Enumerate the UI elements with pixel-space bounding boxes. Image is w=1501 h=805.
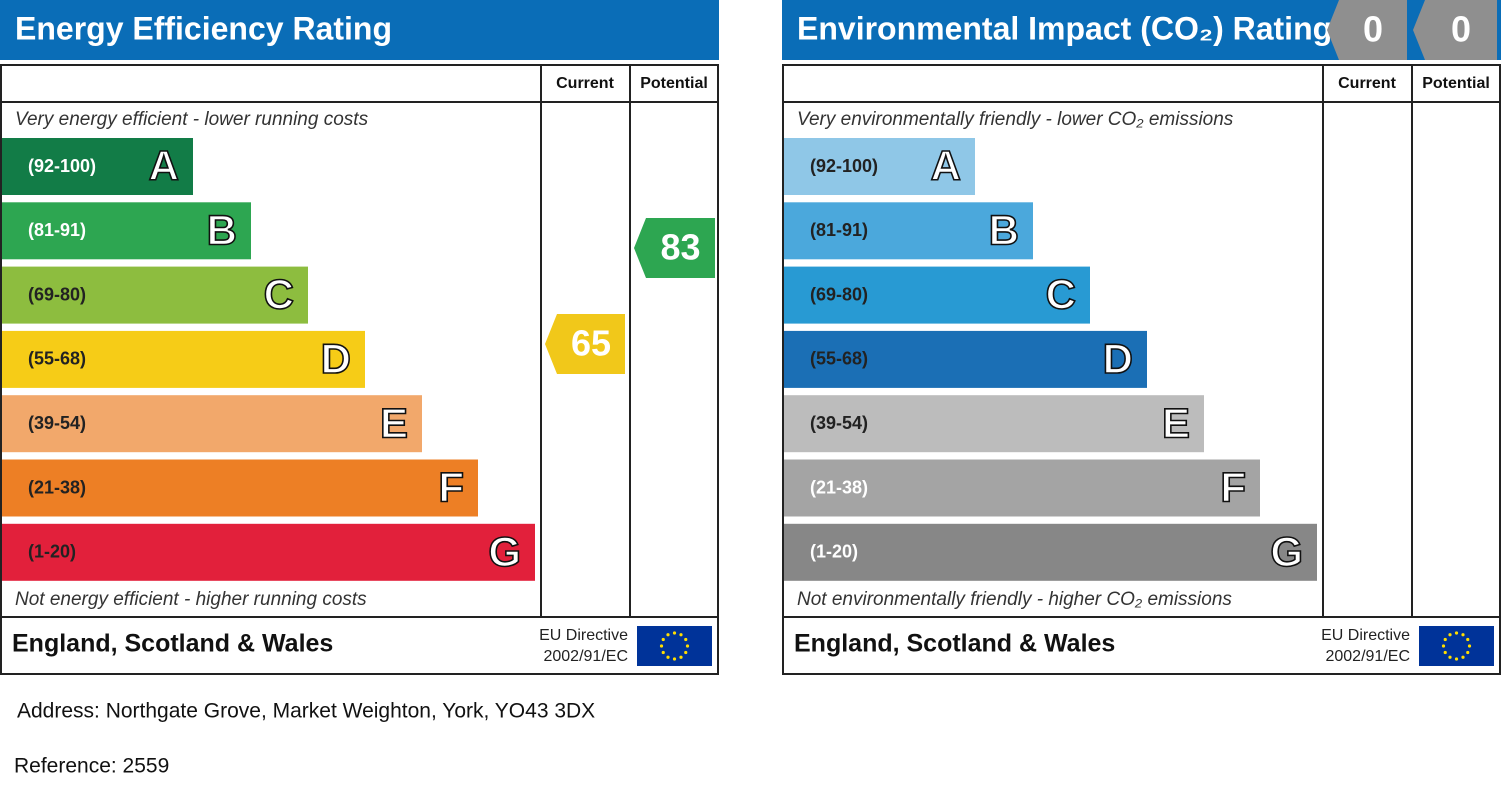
band-bar [2,459,478,517]
band-letter: B [207,206,237,253]
band-bar [2,330,365,388]
rating-arrow [634,218,715,279]
eu-star [1466,650,1470,655]
band-bar [2,138,193,195]
band-letter: D [1103,335,1133,382]
rating-value: 83 [660,227,700,268]
column-header: Current [1338,75,1396,92]
band-letter: C [264,271,294,318]
band-range: (39-54) [28,413,86,433]
reference: Reference: 2559 [14,755,169,778]
directive: EU Directive [1321,627,1410,644]
eu-star [672,657,677,661]
rating-arrow [545,314,625,374]
band-letter: C [1046,271,1076,318]
rating-value: 65 [571,323,611,364]
band-range: (39-54) [810,413,868,433]
eu-star [1454,631,1459,635]
band-letter: D [321,335,351,382]
region: England, Scotland & Wales [12,630,333,658]
top-note: Very energy efficient - lower running co… [15,109,369,130]
band-bar [784,138,975,195]
eu-star [666,655,670,659]
eu-star [1461,633,1465,637]
eu-star [685,644,690,648]
band-bar [784,202,1033,260]
band-bar [2,202,251,260]
eu-star [679,633,683,637]
band-range: (55-68) [810,349,868,369]
eu-star [1448,633,1452,637]
band-bar [784,459,1260,517]
band-range: (69-80) [28,284,86,304]
band-range: (81-91) [28,220,86,240]
eu-star [659,644,664,648]
column-header: Potential [1422,75,1490,92]
band-range: (55-68) [28,349,86,369]
panel-title: Energy Efficiency Rating [15,10,392,46]
band-bar [784,330,1147,388]
eu-star [1461,655,1465,659]
region: England, Scotland & Wales [794,630,1115,658]
rating-value: 0 [1451,9,1471,50]
band-letter: G [1270,528,1303,575]
band-letter: F [1220,464,1246,511]
rating-arrow [1413,0,1497,60]
directive: EU Directive [539,627,628,644]
eu-star [679,655,683,659]
band-range: (69-80) [810,284,868,304]
band-bar [784,523,1317,581]
address: Address: Northgate Grove, Market Weighto… [17,700,595,723]
eu-star [1466,637,1470,642]
rating-value: 0 [1363,9,1383,50]
band-letter: B [989,206,1019,253]
eu-star [1443,650,1447,655]
band-range: (1-20) [28,542,76,562]
bottom-note: Not environmentally friendly - higher CO… [797,589,1232,610]
panel-title: Environmental Impact (CO₂) Rating [797,10,1332,46]
eu-star [661,650,665,655]
eu-star [661,637,665,642]
band-bar [784,395,1204,453]
eu-star [1448,655,1452,659]
band-range: (92-100) [810,156,878,176]
directive: 2002/91/EC [1325,648,1410,665]
eu-star [1441,644,1446,648]
eu-star [1467,644,1472,648]
band-letter: E [1162,399,1190,446]
band-letter: G [488,528,521,575]
eu-star [1443,637,1447,642]
directive: 2002/91/EC [543,648,628,665]
band-letter: F [438,464,464,511]
eu-star [684,650,688,655]
title-bar [0,0,719,60]
band-letter: A [149,142,179,189]
column-header: Current [556,75,614,92]
band-letter: E [380,399,408,446]
band-bar [2,395,422,453]
band-range: (92-100) [28,156,96,176]
band-range: (21-38) [28,477,86,497]
top-note: Very environmentally friendly - lower CO… [797,109,1234,130]
band-range: (81-91) [810,220,868,240]
eu-star [684,637,688,642]
eu-star [666,633,670,637]
band-range: (21-38) [810,477,868,497]
band-bar [2,523,535,581]
column-header: Potential [640,75,708,92]
band-letter: A [931,142,961,189]
rating-arrow [1327,0,1407,60]
band-bar [784,266,1090,324]
eu-star [672,631,677,635]
band-bar [2,266,308,324]
band-range: (1-20) [810,542,858,562]
bottom-note: Not energy efficient - higher running co… [15,589,367,610]
eu-star [1454,657,1459,661]
